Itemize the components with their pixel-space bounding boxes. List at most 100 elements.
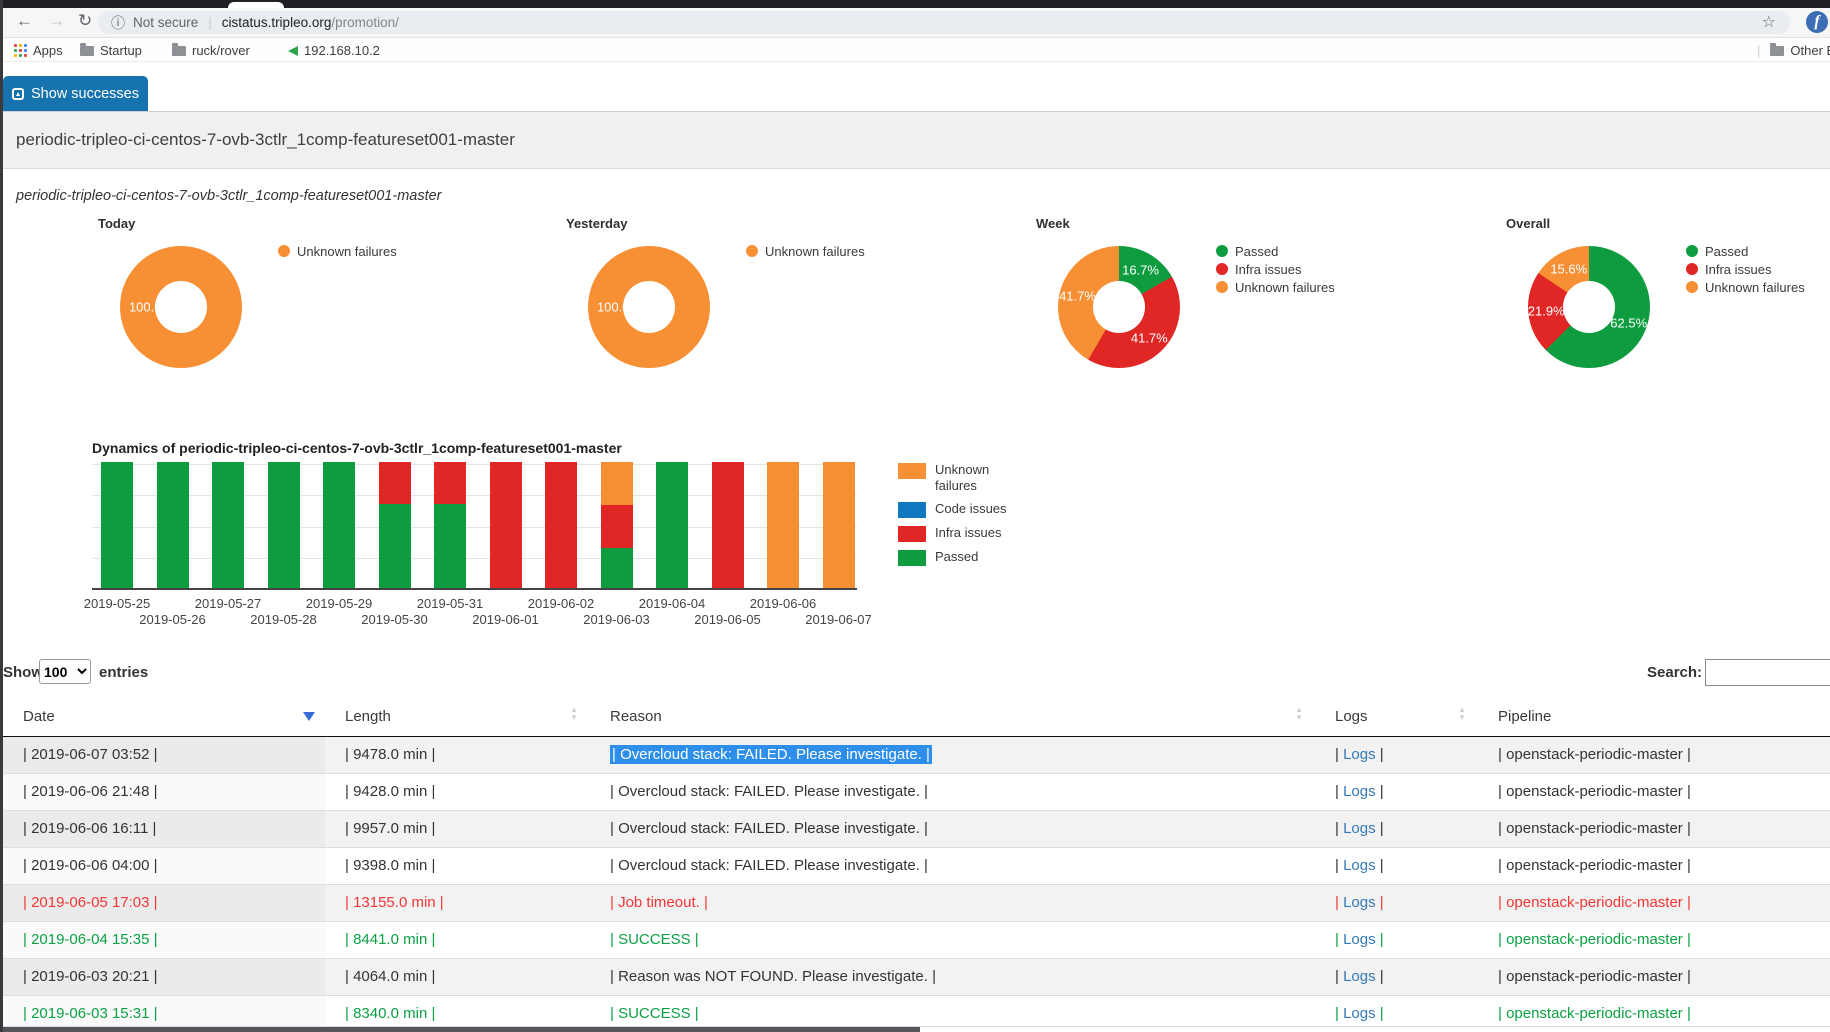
legend-item[interactable]: Passed [1686,242,1805,260]
logs-link[interactable]: Logs [1343,894,1376,911]
cell-pipeline: | openstack-periodic-master | [1478,847,1830,884]
stacked-bar-2019-06-07 [823,462,855,588]
table-row: | 2019-06-06 04:00 || 9398.0 min || Over… [3,847,1830,884]
column-header-reason[interactable]: Reason▲▼ [590,698,1315,736]
stacked-bar-2019-06-01 [490,462,522,588]
x-axis-tick-label: 2019-05-28 [250,612,317,627]
legend-label: Unknown failures [765,244,865,259]
donut-slice-label: 62.5% [1610,316,1647,331]
cell-logs: | Logs | [1315,847,1478,884]
bar-chart-plot: 2019-05-252019-05-262019-05-272019-05-28… [92,464,857,590]
browser-tab-strip [0,0,1830,8]
logs-link[interactable]: Logs [1343,783,1376,800]
info-icon[interactable]: ⓘ [111,13,125,33]
browser-window: ← → ↻ ⓘ Not secure | cistatus.tripleo.or… [0,0,1830,1032]
url-path: /promotion/ [331,15,399,30]
chart-legend: Passed Infra issues Unknown failures [1686,242,1805,296]
legend-item[interactable]: Unknown failures [1216,278,1335,296]
reload-icon[interactable]: ↻ [78,11,92,31]
cell-length: | 9428.0 min | [325,773,590,810]
legend-item[interactable]: Infra issues [898,525,1011,542]
forward-icon[interactable]: → [48,11,65,31]
stacked-bar-2019-06-05 [712,462,744,588]
legend-item[interactable]: Unknown failures [898,462,1011,494]
logs-link[interactable]: Logs [1343,746,1376,763]
bookmark-startup[interactable]: Startup [80,43,142,58]
donut-ring: 100.0% [588,246,710,368]
bar-segment-passed [157,462,189,588]
legend-item[interactable]: Unknown failures [1686,278,1805,296]
legend-label: Unknown failures [1705,280,1805,295]
legend-label: Passed [1235,244,1278,259]
legend-color-dot [1216,245,1228,257]
legend-label: Unknown failures [297,244,397,259]
stacked-bar-2019-05-26 [157,462,189,588]
bottom-dark-strip [0,1027,920,1032]
back-icon[interactable]: ← [16,11,33,31]
chart-title: Overall [1506,216,1550,231]
bookmark-apps[interactable]: Apps [33,43,63,58]
legend-label: Passed [1705,244,1748,259]
donut-slice-label: 21.9% [1528,304,1565,319]
legend-item[interactable]: Passed [1216,242,1335,260]
bar-segment-passed [601,548,633,588]
legend-item[interactable]: Infra issues [1686,260,1805,278]
stacked-bar-2019-06-06 [767,462,799,588]
bookmark-ip[interactable]: 192.168.10.2 [288,43,380,58]
table-row: | 2019-06-03 20:21 || 4064.0 min || Reas… [3,958,1830,995]
bar-segment-infra-issues [545,462,577,588]
legend-item[interactable]: Code issues [898,501,1011,518]
search-input[interactable] [1705,659,1830,686]
table-header-row: Date Length▲▼ Reason▲▼ Logs▲▼ Pipeline [3,698,1830,736]
bookmark-ruck-rover[interactable]: ruck/rover [172,43,250,58]
column-header-logs[interactable]: Logs▲▼ [1315,698,1478,736]
donut-ring: 16.7%41.7%41.7% [1058,246,1180,368]
bookmark-star-icon[interactable]: ☆ [1762,12,1776,32]
cell-length: | 9957.0 min | [325,810,590,847]
logs-link[interactable]: Logs [1343,857,1376,874]
legend-item[interactable]: Unknown failures [746,242,865,260]
bar-segment-passed [323,462,355,588]
legend-item[interactable]: Infra issues [1216,260,1335,278]
stacked-bar-2019-05-31 [434,462,466,588]
fedora-extension-icon[interactable]: f [1806,11,1828,33]
logs-link[interactable]: Logs [1343,820,1376,837]
column-header-length[interactable]: Length▲▼ [325,698,590,736]
legend-color-swatch [898,502,926,518]
logs-link[interactable]: Logs [1343,1005,1376,1022]
donut-slice-label: 16.7% [1122,262,1159,277]
legend-label: Unknown failures [935,462,1011,494]
security-label: Not secure [133,15,198,30]
sort-icon: ▲▼ [570,706,578,722]
legend-item[interactable]: Unknown failures [278,242,397,260]
folder-icon [80,46,94,56]
cell-pipeline: | openstack-periodic-master | [1478,810,1830,847]
green-arrow-icon [288,46,298,56]
show-successes-button[interactable]: Show successes [3,76,148,112]
x-axis-tick-label: 2019-06-04 [639,596,706,611]
window-left-edge [0,0,3,1032]
cell-logs: | Logs | [1315,921,1478,958]
bar-segment-infra-issues [379,462,411,504]
address-bar[interactable]: ⓘ Not secure | cistatus.tripleo.org /pro… [98,11,1790,34]
donut-chart-week: Week 16.7%41.7%41.7% PassedInfra issuesU… [1036,216,1466,386]
cell-date: | 2019-06-06 04:00 | [3,847,325,884]
cell-pipeline: | openstack-periodic-master | [1478,958,1830,995]
column-header-date[interactable]: Date [3,698,325,736]
cell-reason: | Overcloud stack: FAILED. Please invest… [590,810,1315,847]
show-successes-icon [12,88,24,100]
page-size-select[interactable]: 100 [39,659,91,684]
legend-item[interactable]: Passed [898,549,1011,566]
stacked-bar-2019-05-28 [268,462,300,588]
donut-ring: 100.0% [120,246,242,368]
logs-link[interactable]: Logs [1343,968,1376,985]
legend-label: Infra issues [1705,262,1771,277]
logs-link[interactable]: Logs [1343,931,1376,948]
stacked-bar-2019-06-02 [545,462,577,588]
bar-chart-title: Dynamics of periodic-tripleo-ci-centos-7… [92,440,622,456]
other-bookmarks[interactable]: |Other Bookmarks [1757,43,1830,58]
sort-icon: ▲▼ [1295,706,1303,722]
apps-grid-icon[interactable] [14,44,27,57]
x-axis-tick-label: 2019-06-02 [528,596,595,611]
column-header-pipeline[interactable]: Pipeline [1478,698,1830,736]
